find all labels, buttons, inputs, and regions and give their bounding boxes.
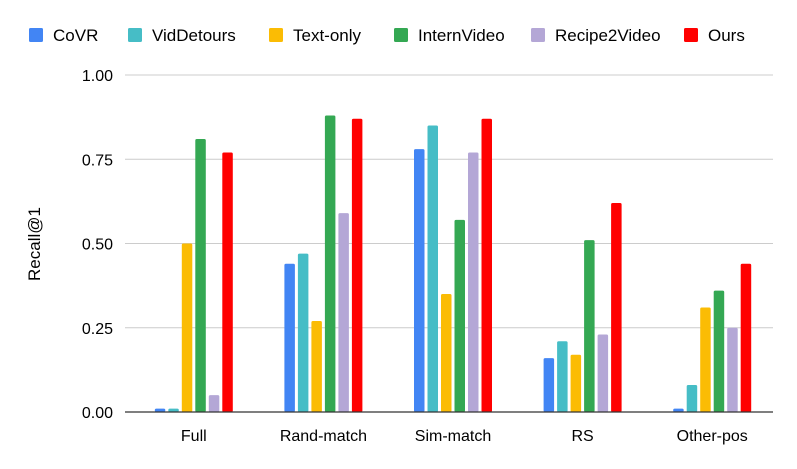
- bar-recipe2video-sim-match: [468, 152, 479, 412]
- legend-swatch: [269, 28, 283, 42]
- y-tick-label: 0.25: [82, 321, 113, 338]
- legend-label: Recipe2Video: [555, 26, 661, 45]
- legend-item: Ours: [684, 26, 745, 45]
- legend-item: VidDetours: [128, 26, 236, 45]
- bar-recipe2video-full: [208, 395, 220, 412]
- bar-covr-full: [154, 408, 166, 412]
- legend-swatch: [394, 28, 408, 42]
- legend-item: CoVR: [29, 26, 98, 45]
- bar-internvideo-full: [195, 139, 206, 412]
- bar-recipe2video-rs: [597, 334, 609, 412]
- x-tick-labels: Full Rand-match Sim-match RS Other-pos: [181, 428, 748, 445]
- bar-ours-rand-match: [351, 118, 363, 412]
- bar-internvideo-sim-match: [454, 219, 465, 412]
- bar-text-only-rs: [570, 354, 582, 412]
- y-tick-label: 0.50: [82, 237, 113, 254]
- bar-covr-rs: [543, 358, 555, 412]
- y-tick-label: 0.75: [82, 152, 113, 169]
- bar-text-only-rand-match: [311, 321, 322, 412]
- legend-label: CoVR: [53, 26, 98, 45]
- bar-viddetours-full: [168, 408, 179, 412]
- bar-viddetours-rand-match: [297, 253, 309, 412]
- y-axis-title: Recall@1: [25, 207, 44, 281]
- y-tick-label: 0.00: [82, 405, 113, 422]
- bars: [154, 115, 752, 413]
- x-tick-label: RS: [571, 428, 593, 445]
- bar-viddetours-rs: [557, 341, 568, 412]
- legend-item: Text-only: [269, 26, 362, 45]
- x-tick-label: Sim-match: [415, 428, 491, 445]
- bar-ours-rs: [611, 203, 622, 412]
- bar-internvideo-other-pos: [713, 290, 725, 412]
- y-tick-labels: 0.00 0.25 0.50 0.75 1.00: [82, 68, 113, 422]
- bar-ours-full: [222, 152, 233, 412]
- legend-swatch: [531, 28, 545, 42]
- legend-item: Recipe2Video: [531, 26, 661, 45]
- gridlines: [125, 74, 773, 329]
- bar-internvideo-rand-match: [324, 115, 336, 412]
- x-tick-label: Other-pos: [677, 428, 748, 445]
- legend-label: Text-only: [293, 26, 362, 45]
- bar-internvideo-rs: [584, 240, 595, 412]
- bar-covr-rand-match: [284, 263, 295, 412]
- legend-label: VidDetours: [152, 26, 236, 45]
- bar-text-only-full: [181, 243, 193, 412]
- bar-ours-other-pos: [740, 263, 752, 412]
- bar-viddetours-sim-match: [427, 125, 438, 413]
- legend-label: Ours: [708, 26, 745, 45]
- legend-swatch: [128, 28, 142, 42]
- x-tick-label: Rand-match: [280, 428, 367, 445]
- legend-item: InternVideo: [394, 26, 505, 45]
- bar-viddetours-other-pos: [686, 385, 698, 412]
- legend-swatch: [29, 28, 43, 42]
- bar-text-only-sim-match: [441, 294, 452, 412]
- y-tick-label: 1.00: [82, 68, 113, 85]
- bar-covr-other-pos: [673, 408, 684, 412]
- legend-label: InternVideo: [418, 26, 505, 45]
- legend-swatch: [684, 28, 698, 42]
- bar-recipe2video-rand-match: [338, 213, 349, 412]
- bar-text-only-other-pos: [700, 307, 711, 412]
- bar-recipe2video-other-pos: [727, 327, 738, 412]
- bar-ours-sim-match: [481, 118, 492, 412]
- legend: CoVR VidDetours Text-only InternVideo Recipe…: [29, 26, 745, 45]
- x-tick-label: Full: [181, 428, 207, 445]
- bar-covr-sim-match: [414, 149, 425, 412]
